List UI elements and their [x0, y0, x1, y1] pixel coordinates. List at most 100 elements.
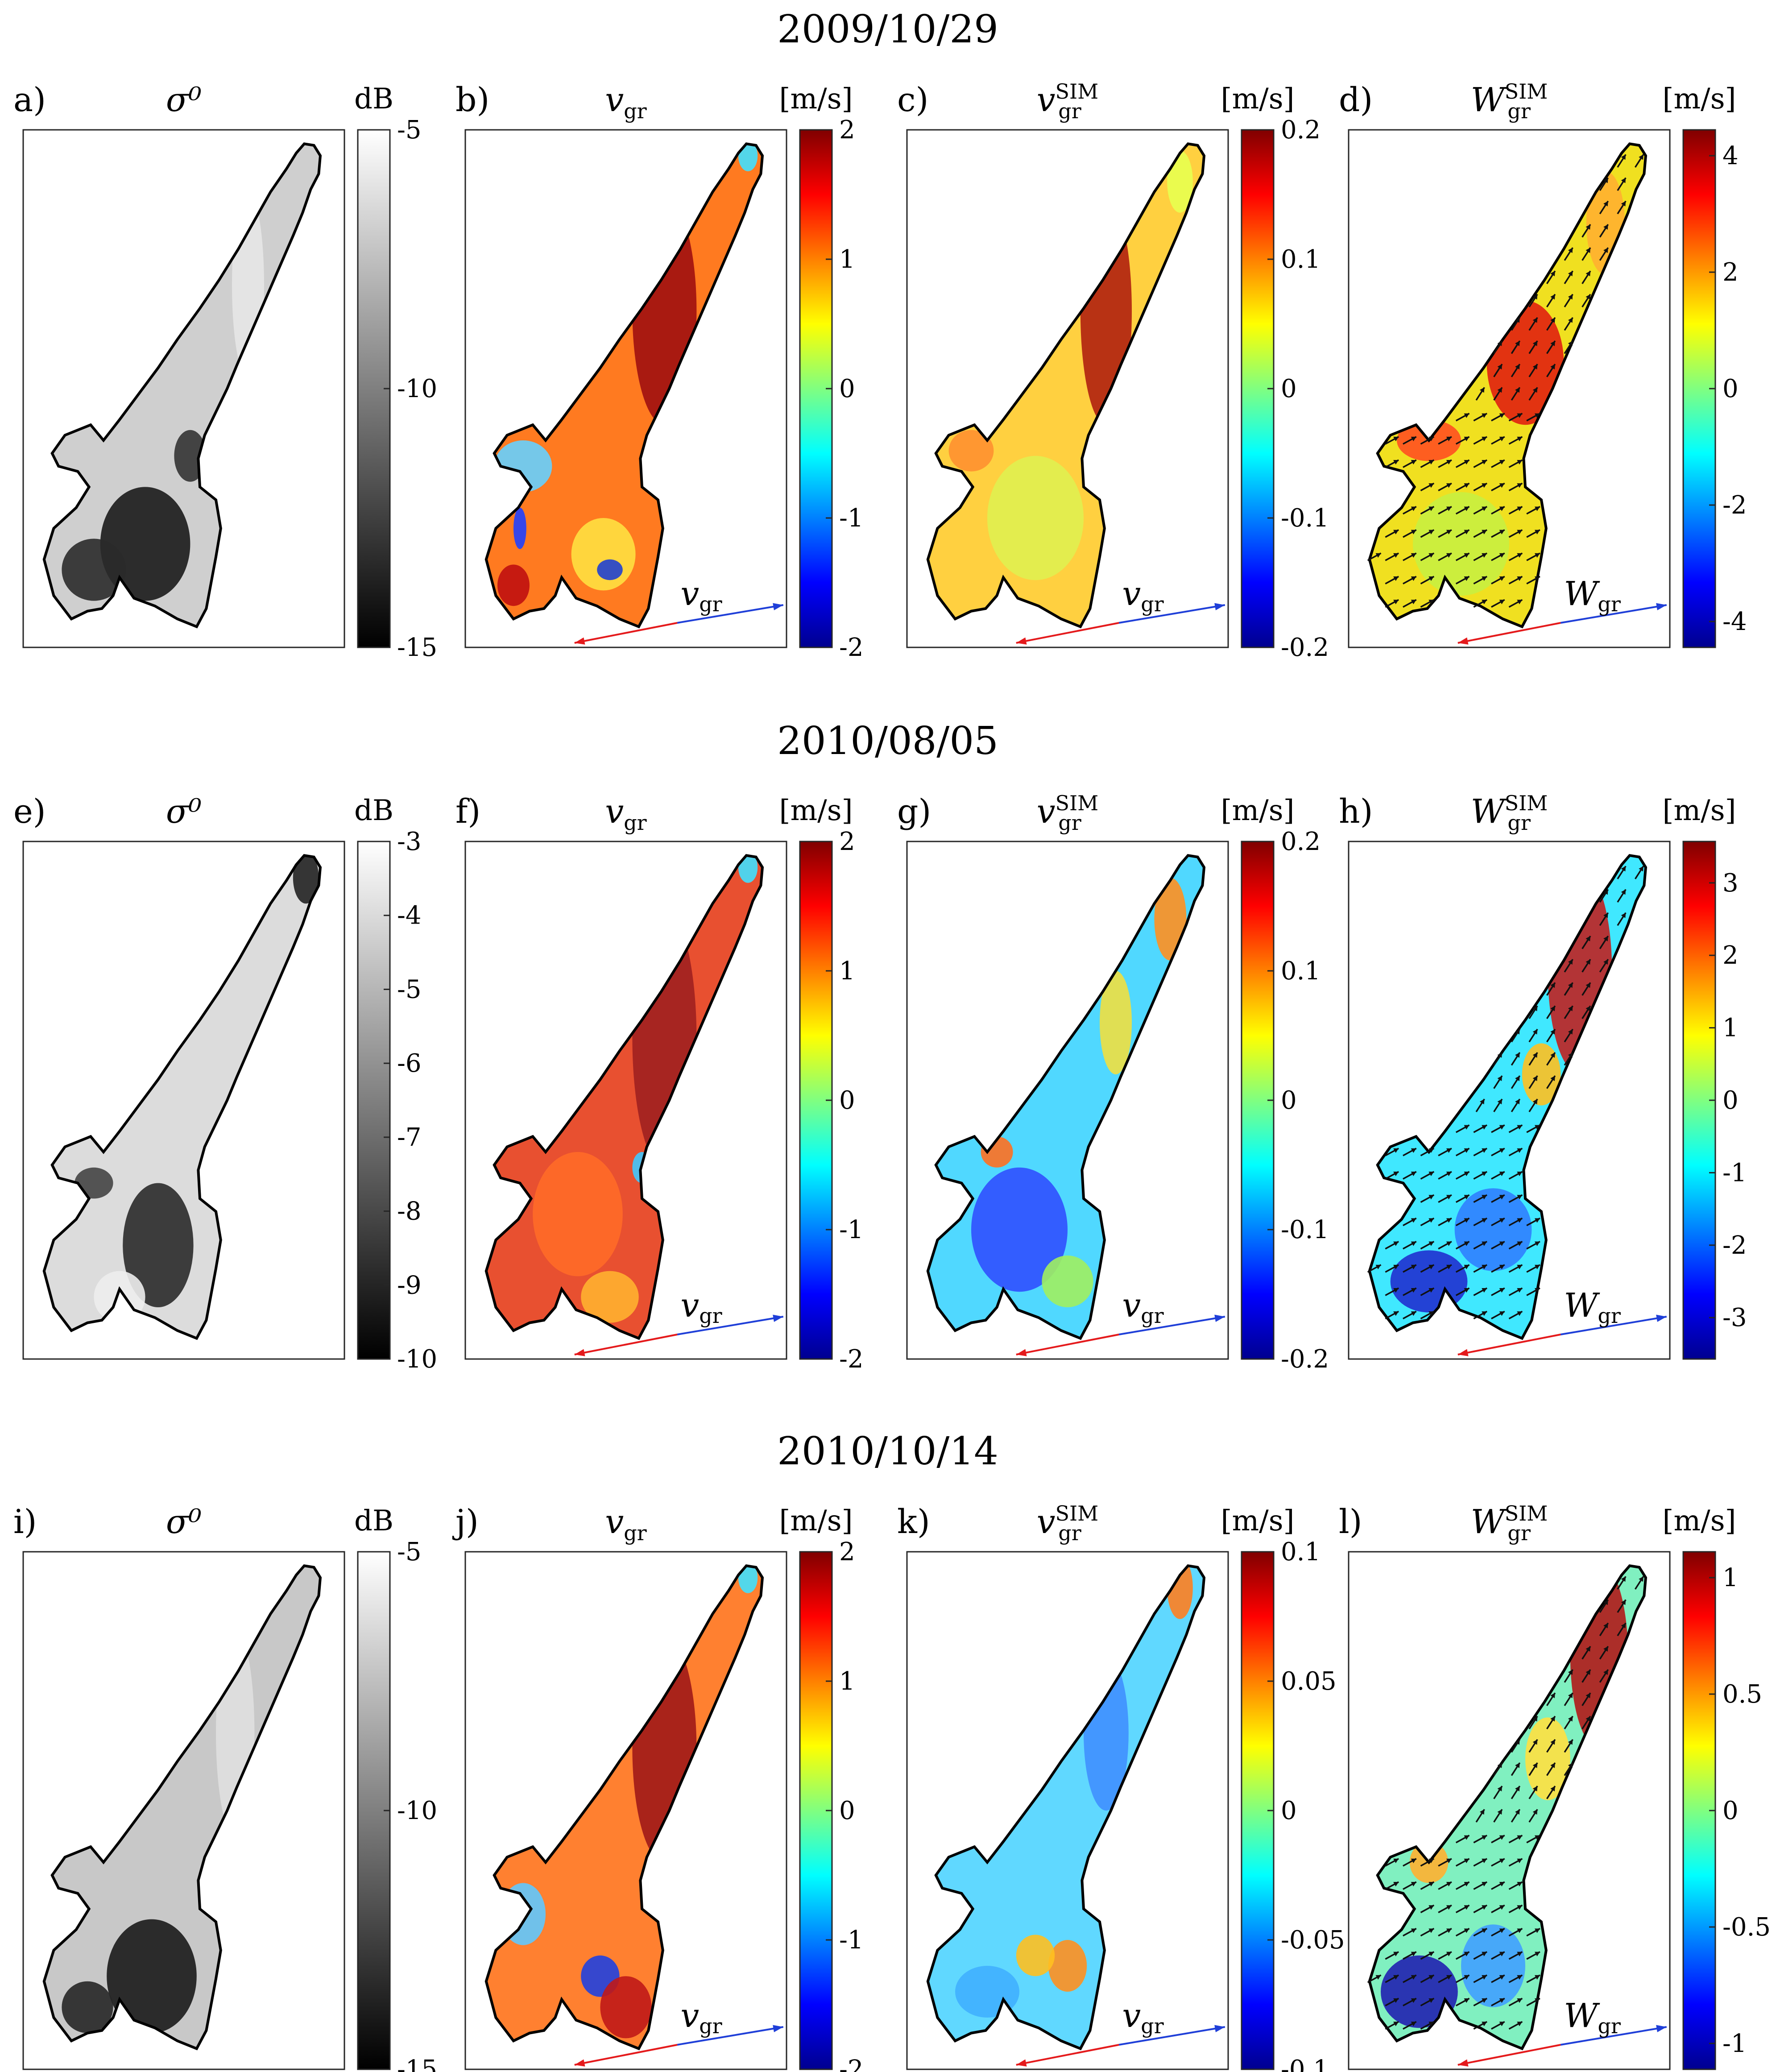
colorbar-tick-label: -10 — [397, 1345, 437, 1374]
quiver-head — [1603, 889, 1608, 895]
quiver-head — [1393, 1241, 1399, 1246]
colorbar-tick-label: 2 — [839, 827, 855, 856]
range-direction-arrow-head — [1016, 2059, 1027, 2067]
field-patch — [1042, 1256, 1093, 1307]
quiver-head — [1428, 1148, 1434, 1153]
row-date-title: 2009/10/29 — [777, 7, 998, 52]
quiver-head — [1499, 1264, 1505, 1269]
panel-letter: i) — [13, 1503, 37, 1541]
quiver-head — [1499, 1882, 1505, 1887]
quiver-head — [1499, 460, 1505, 465]
colorbar-tick-label: 0.1 — [1281, 245, 1321, 274]
quiver-head — [1482, 1264, 1487, 1269]
quiver-head — [1464, 1928, 1470, 1933]
quiver-head — [1517, 576, 1523, 581]
field-patch — [123, 1183, 194, 1307]
colorbar-tick-label: 0 — [1722, 374, 1739, 403]
quiver-head — [1446, 553, 1452, 558]
quiver-head — [1639, 154, 1644, 160]
quiver-head — [1411, 1928, 1416, 1933]
azimuth-direction-arrow — [1118, 1316, 1225, 1335]
quiver-head — [1428, 1195, 1434, 1200]
quiver-head — [1393, 576, 1399, 581]
vector-label: vgr — [680, 1997, 722, 2038]
quiver-head — [1517, 1928, 1523, 1933]
quiver-head — [1568, 1693, 1573, 1699]
quiver-head — [1482, 1858, 1487, 1863]
quiver-head — [1499, 413, 1505, 418]
range-direction-arrow-head — [574, 1349, 585, 1356]
colorbar-tick-label: -5 — [397, 1537, 422, 1566]
colorbar-tick-label: 0.1 — [1281, 957, 1321, 986]
panel-letter: b) — [455, 81, 489, 119]
quiver-head — [1428, 1311, 1434, 1316]
quiver-head — [1482, 436, 1487, 441]
colorbar-tick-label: -4 — [1722, 607, 1747, 636]
quiver-head — [1482, 530, 1487, 535]
panel-letter: g) — [897, 792, 931, 831]
quiver-head — [1428, 1952, 1434, 1956]
quiver-head — [1532, 1099, 1538, 1105]
quiver-head — [1482, 553, 1487, 558]
quiver-head — [1517, 530, 1523, 535]
quiver-head — [1482, 1835, 1487, 1840]
quiver-head — [1621, 154, 1626, 160]
quiver-head — [1464, 436, 1470, 441]
range-direction-arrow-head — [574, 637, 585, 645]
quiver-head — [1479, 1099, 1485, 1105]
quiver-head — [1464, 1195, 1470, 1200]
quiver-head — [1411, 530, 1416, 535]
quiver-head — [1534, 1975, 1540, 1980]
quiver-head — [1532, 1786, 1538, 1792]
colorbar-unit: dB — [354, 794, 393, 827]
field-patch — [1461, 1924, 1525, 2007]
quiver-head — [1393, 1952, 1399, 1956]
wind-quiver — [1367, 866, 1644, 1320]
colorbar-tick-label: -9 — [397, 1271, 422, 1300]
quiver-head — [1482, 1882, 1487, 1887]
range-direction-arrow — [574, 622, 678, 644]
field-patch — [971, 1167, 1068, 1292]
quiver-head — [1517, 1172, 1523, 1177]
field-patch — [987, 456, 1084, 580]
quiver-head — [1517, 1264, 1523, 1269]
vector-label: Wgr — [1564, 1286, 1621, 1328]
quiver-head — [1499, 1998, 1505, 2003]
quiver-head — [1446, 1905, 1452, 1910]
range-direction-arrow-head — [574, 2059, 585, 2067]
quiver-head — [1515, 364, 1520, 370]
colorbar-tick-label: 2 — [1722, 941, 1739, 970]
quiver-head — [1532, 1762, 1538, 1768]
lake-outline — [1368, 142, 1648, 629]
colorbar-tick-label: -2 — [839, 1345, 864, 1374]
quiver-head — [1428, 436, 1434, 441]
lake-outline — [926, 142, 1206, 629]
quiver-head — [1550, 1052, 1555, 1058]
quiver-head — [1517, 1882, 1523, 1887]
quiver-head — [1393, 530, 1399, 535]
colorbar-tick-label: 0 — [839, 1796, 855, 1825]
quiver-head — [1482, 1148, 1487, 1153]
panel-letter: h) — [1339, 792, 1373, 831]
range-direction-arrow — [1457, 622, 1561, 644]
quiver-head — [1621, 178, 1626, 183]
quiver-head — [1499, 1241, 1505, 1246]
quiver-head — [1499, 483, 1505, 488]
quiver-head — [1586, 1646, 1590, 1652]
quiver-head — [1499, 1905, 1505, 1910]
quiver-head — [1568, 248, 1573, 253]
quiver-head — [1446, 1172, 1452, 1177]
quiver-head — [1464, 1835, 1470, 1840]
lake-outline — [42, 1564, 322, 2051]
range-direction-arrow — [574, 2044, 678, 2066]
quiver-head — [1639, 866, 1644, 872]
quiver-head — [1532, 1052, 1538, 1058]
quiver-head — [1499, 1195, 1505, 1200]
quiver-head — [1534, 1218, 1540, 1223]
quiver-head — [1603, 248, 1608, 253]
panel-letter: d) — [1339, 81, 1373, 119]
quiver-head — [1550, 1716, 1555, 1722]
quiver-head — [1497, 1809, 1502, 1815]
quiver-head — [1534, 576, 1540, 581]
